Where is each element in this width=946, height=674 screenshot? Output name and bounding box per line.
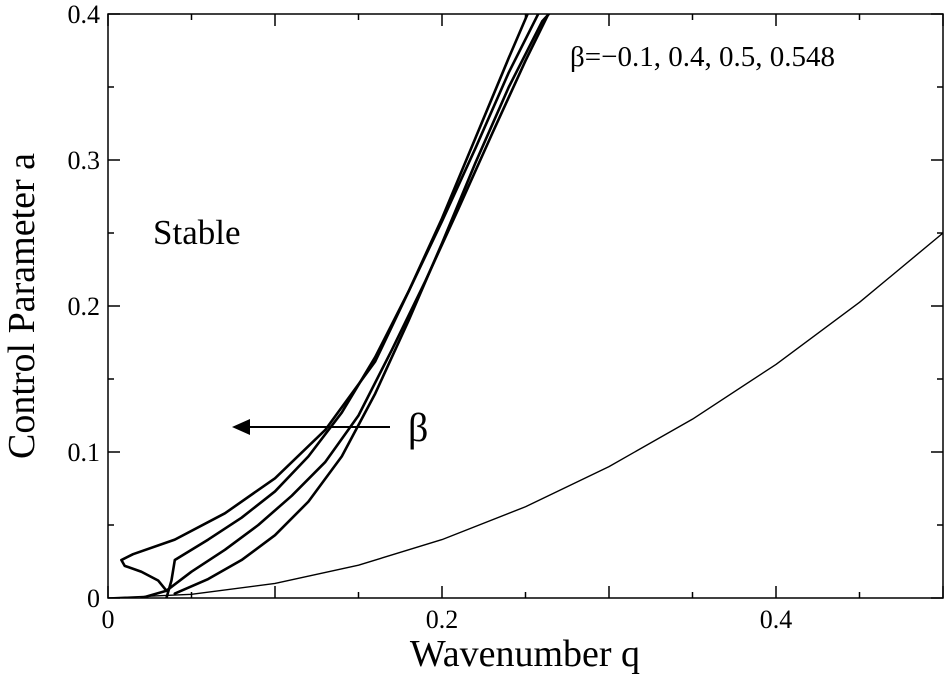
- x-tick-label: 0: [102, 605, 115, 634]
- beta-arrow-head: [232, 419, 250, 435]
- y-tick-label: 0.3: [68, 146, 101, 175]
- y-tick-label: 0.1: [68, 438, 101, 467]
- beta-values-annotation: β=−0.1, 0.4, 0.5, 0.548: [570, 41, 835, 73]
- plot-frame: [107, 13, 944, 599]
- series-line-4: [165, 14, 550, 592]
- x-tick-label: 0.2: [426, 605, 459, 634]
- series-line-3: [165, 14, 540, 598]
- beta-arrow-label: β: [408, 405, 428, 450]
- axis-ticks: [107, 13, 944, 599]
- stable-region-label: Stable: [153, 213, 240, 252]
- y-axis-title: Control Parameter a: [1, 153, 43, 459]
- x-axis-title: Wavenumber q: [410, 633, 640, 674]
- y-tick-label: 0.2: [68, 292, 101, 321]
- series-line-5: [173, 14, 551, 595]
- x-tick-label: 0.4: [760, 605, 793, 634]
- tick-labels: 0 0.2 0.4 0 0.1 0.2 0.3 0.4: [68, 0, 793, 634]
- series-line-2: [120, 14, 530, 598]
- y-tick-label: 0.4: [68, 0, 101, 29]
- beta-arrow: [232, 419, 390, 435]
- series-group: [108, 14, 943, 598]
- y-tick-label: 0: [87, 584, 100, 613]
- series-line-1: [108, 232, 943, 598]
